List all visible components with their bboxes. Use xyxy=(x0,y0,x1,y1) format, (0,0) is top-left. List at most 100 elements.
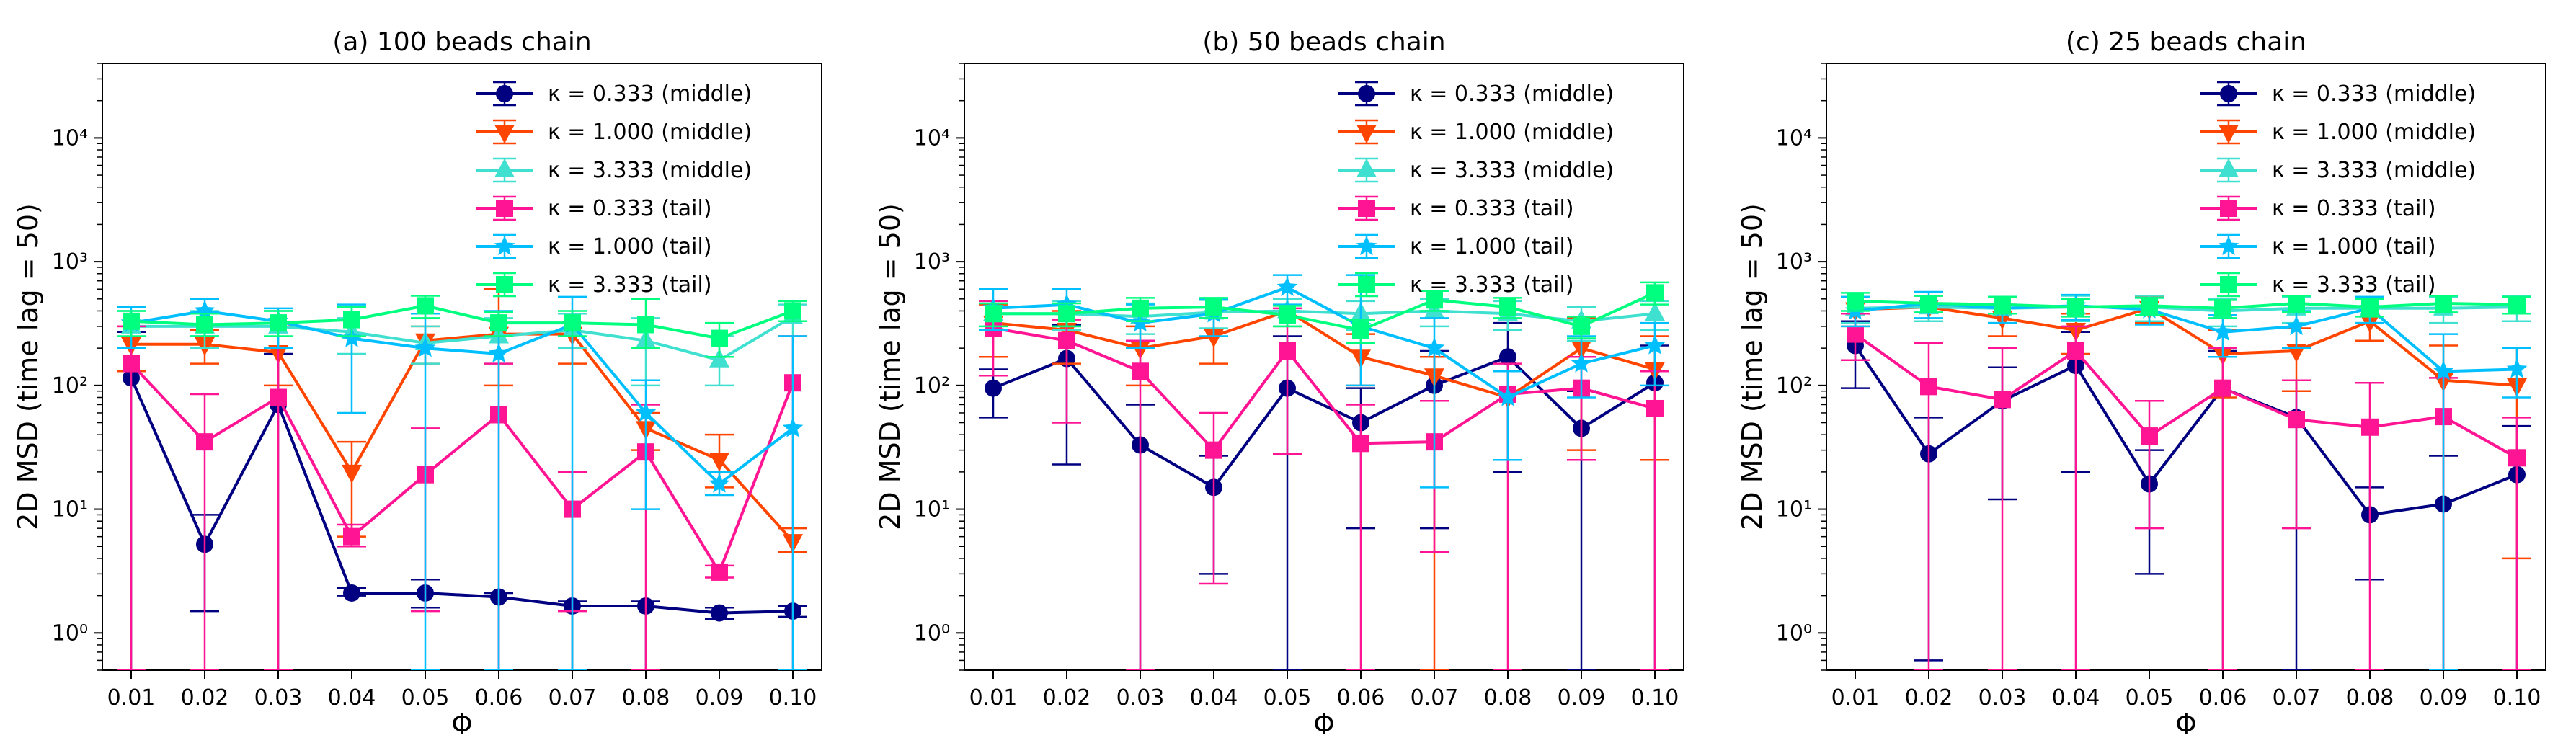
y-tick-label: 10⁴ xyxy=(52,125,88,151)
legend-marker xyxy=(1358,276,1375,293)
series-4 xyxy=(117,325,807,670)
y-tick-label: 10⁰ xyxy=(914,620,950,646)
legend-marker xyxy=(496,85,513,102)
legend: κ = 0.333 (middle) κ = 1.000 (middle) κ = … xyxy=(2200,81,2476,298)
x-tick-label: 0.06 xyxy=(1337,685,1385,711)
x-tick-label: 0.02 xyxy=(1043,685,1091,711)
series-line xyxy=(1854,332,2518,460)
legend-label: κ = 3.333 (middle) xyxy=(548,158,752,183)
x-tick-label: 0.10 xyxy=(1631,685,1679,711)
x-axis-label: Φ xyxy=(1313,708,1335,740)
legend-marker xyxy=(1358,85,1375,102)
x-tick-label: 0.06 xyxy=(475,685,523,711)
series-line xyxy=(992,309,1656,399)
data-point xyxy=(2506,358,2528,378)
data-point xyxy=(123,355,140,373)
y-tick-label: 10³ xyxy=(1776,249,1812,275)
legend-label: κ = 1.000 (tail) xyxy=(2272,234,2436,259)
data-point xyxy=(1424,337,1445,357)
x-tick-label: 0.05 xyxy=(2126,685,2174,711)
y-axis-label: 2D MSD (time lag = 50) xyxy=(1736,203,1768,530)
data-point xyxy=(1499,298,1516,316)
legend-label: κ = 3.333 (tail) xyxy=(2272,272,2436,298)
y-tick-label: 10⁴ xyxy=(1776,125,1812,151)
x-tick-label: 0.04 xyxy=(1190,685,1238,711)
legend-marker xyxy=(2219,159,2239,177)
series-line xyxy=(131,332,794,543)
series-line xyxy=(130,377,794,615)
chart-panel-3: (c) 25 beads chain 10⁰ 10¹ 10² 10³ 10⁴ 0.01 0.0… xyxy=(1736,27,2546,740)
data-point xyxy=(1644,334,1666,355)
plot-frame xyxy=(1826,63,2546,671)
x-tick-label: 0.07 xyxy=(548,685,597,711)
data-point xyxy=(123,312,140,330)
x-tick-label: 0.01 xyxy=(969,685,1018,711)
x-tick-label: 0.03 xyxy=(254,685,303,711)
series-line xyxy=(130,309,794,486)
data-point xyxy=(2361,418,2379,436)
data-point xyxy=(985,305,1002,323)
x-tick-label: 0.10 xyxy=(2493,685,2541,711)
legend-label: κ = 1.000 (tail) xyxy=(548,234,712,259)
data-point xyxy=(1920,295,1937,313)
legend-marker xyxy=(2220,200,2237,217)
data-point xyxy=(2288,295,2305,313)
legend-marker xyxy=(1356,236,1377,256)
x-axis-label: Φ xyxy=(451,708,473,740)
series-line xyxy=(1855,299,2518,310)
x-tick-label: 0.01 xyxy=(1831,685,1880,711)
x-tick-label: 0.06 xyxy=(2199,685,2247,711)
y-tick-label: 10⁰ xyxy=(1776,620,1812,646)
y-tick-label: 10¹ xyxy=(914,497,950,522)
series-1 xyxy=(117,331,807,670)
x-tick-label: 0.07 xyxy=(2273,685,2321,711)
data-point xyxy=(194,300,216,320)
x-tick-label: 0.08 xyxy=(622,685,670,711)
legend-label: κ = 1.000 (middle) xyxy=(548,120,752,145)
series-5 xyxy=(117,295,807,670)
data-point xyxy=(635,401,657,422)
data-point xyxy=(637,316,654,334)
x-axis-label: Φ xyxy=(2175,708,2197,740)
data-point xyxy=(2214,299,2231,317)
legend-marker xyxy=(2220,276,2237,293)
data-point xyxy=(1646,399,1664,417)
series-line xyxy=(993,291,1656,332)
data-point xyxy=(1571,352,1592,373)
series-2 xyxy=(979,298,1669,670)
legend-label: κ = 0.333 (tail) xyxy=(2272,196,2436,221)
x-tick-label: 0.08 xyxy=(1484,685,1532,711)
data-point xyxy=(711,563,728,581)
data-point xyxy=(2141,297,2158,315)
legend-marker xyxy=(1358,200,1375,217)
series-5 xyxy=(1841,290,2531,670)
y-tick-label: 10⁰ xyxy=(52,620,88,646)
data-point xyxy=(1205,298,1222,316)
x-tick-label: 0.02 xyxy=(181,685,229,711)
legend-label: κ = 3.333 (middle) xyxy=(2272,158,2476,183)
x-tick-label: 0.05 xyxy=(401,685,450,711)
series-line xyxy=(1855,301,2518,373)
series-6 xyxy=(117,295,807,358)
data-point xyxy=(709,348,729,368)
y-tick-label: 10³ xyxy=(52,249,88,275)
data-point xyxy=(270,388,287,406)
legend-marker xyxy=(494,159,515,177)
data-point xyxy=(1058,331,1075,349)
legend-marker xyxy=(2219,125,2239,143)
chart-title: (c) 25 beads chain xyxy=(2066,27,2306,57)
series-4 xyxy=(979,300,1669,670)
data-layer xyxy=(1841,290,2531,670)
data-point xyxy=(414,337,436,357)
data-point xyxy=(1132,299,1149,317)
series-line xyxy=(1854,344,2518,517)
data-point xyxy=(2435,295,2452,313)
legend-label: κ = 0.333 (tail) xyxy=(1410,196,1574,221)
data-point xyxy=(2508,449,2526,467)
data-point xyxy=(1847,292,1864,310)
data-point xyxy=(196,316,213,334)
data-point xyxy=(1847,325,1864,343)
chart-panel-1: (a) 100 beads chain 10⁰ 10¹ 10² 10³ 10⁴ 0.01 0.… xyxy=(12,27,822,740)
y-tick-label: 10³ xyxy=(914,249,950,275)
